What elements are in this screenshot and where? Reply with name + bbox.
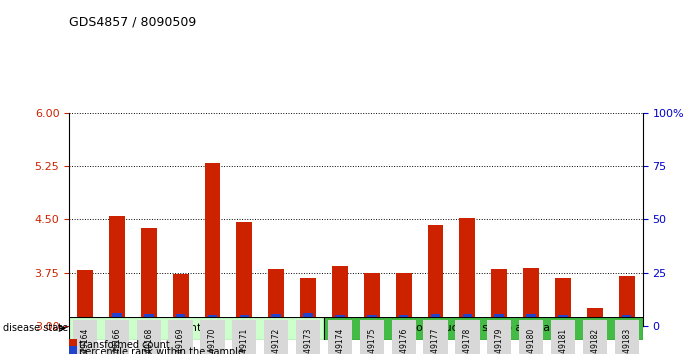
Bar bbox=[335, 315, 345, 326]
Bar bbox=[112, 313, 122, 326]
Bar bbox=[141, 228, 157, 326]
Text: control: control bbox=[177, 323, 216, 333]
Bar bbox=[430, 314, 440, 326]
Text: GSM949171: GSM949171 bbox=[240, 327, 249, 354]
Bar bbox=[80, 317, 90, 326]
Bar bbox=[240, 315, 249, 326]
Text: transformed count: transformed count bbox=[79, 340, 170, 350]
Text: GSM949179: GSM949179 bbox=[495, 327, 504, 354]
Bar bbox=[555, 278, 571, 326]
Text: GSM949180: GSM949180 bbox=[527, 327, 536, 354]
Bar bbox=[622, 315, 632, 326]
Text: GSM949170: GSM949170 bbox=[208, 327, 217, 354]
Bar bbox=[303, 313, 313, 326]
Bar bbox=[558, 315, 568, 326]
Text: GSM949176: GSM949176 bbox=[399, 327, 408, 354]
Text: GSM949166: GSM949166 bbox=[113, 327, 122, 354]
Bar bbox=[523, 268, 539, 326]
Bar bbox=[176, 314, 185, 326]
Text: obstructive sleep apnea: obstructive sleep apnea bbox=[416, 323, 550, 333]
Text: GSM949169: GSM949169 bbox=[176, 327, 185, 354]
Text: GSM949178: GSM949178 bbox=[463, 327, 472, 354]
Text: GSM949175: GSM949175 bbox=[368, 327, 377, 354]
Bar bbox=[236, 222, 252, 326]
Bar bbox=[618, 276, 634, 326]
Bar bbox=[428, 225, 444, 326]
Bar bbox=[77, 270, 93, 326]
Bar bbox=[332, 266, 348, 326]
Bar bbox=[109, 216, 125, 326]
Bar bbox=[367, 315, 377, 326]
Text: GSM949164: GSM949164 bbox=[81, 327, 90, 354]
Text: GSM949174: GSM949174 bbox=[335, 327, 344, 354]
Bar bbox=[272, 314, 281, 326]
Text: GSM949173: GSM949173 bbox=[303, 327, 312, 354]
Bar bbox=[324, 317, 643, 340]
Bar bbox=[69, 317, 324, 340]
Bar bbox=[205, 163, 220, 326]
Text: GDS4857 / 8090509: GDS4857 / 8090509 bbox=[69, 15, 196, 28]
Bar bbox=[462, 314, 472, 326]
Text: GSM949168: GSM949168 bbox=[144, 327, 153, 354]
Bar bbox=[364, 273, 380, 326]
Text: GSM949177: GSM949177 bbox=[431, 327, 440, 354]
Bar bbox=[268, 269, 284, 326]
Text: disease state: disease state bbox=[3, 323, 68, 333]
Text: GSM949183: GSM949183 bbox=[622, 327, 631, 354]
Bar bbox=[527, 314, 536, 326]
Bar bbox=[399, 315, 408, 326]
Bar bbox=[300, 278, 316, 326]
Bar bbox=[208, 315, 217, 326]
Bar bbox=[460, 218, 475, 326]
Bar bbox=[495, 314, 504, 326]
Bar bbox=[587, 308, 603, 326]
Bar bbox=[590, 317, 600, 326]
Text: GSM949182: GSM949182 bbox=[590, 327, 599, 354]
Bar bbox=[144, 314, 153, 326]
Bar bbox=[396, 273, 412, 326]
Bar bbox=[491, 269, 507, 326]
Bar bbox=[173, 274, 189, 326]
Text: percentile rank within the sample: percentile rank within the sample bbox=[79, 347, 245, 354]
Text: GSM949181: GSM949181 bbox=[558, 327, 567, 354]
Text: GSM949172: GSM949172 bbox=[272, 327, 281, 354]
